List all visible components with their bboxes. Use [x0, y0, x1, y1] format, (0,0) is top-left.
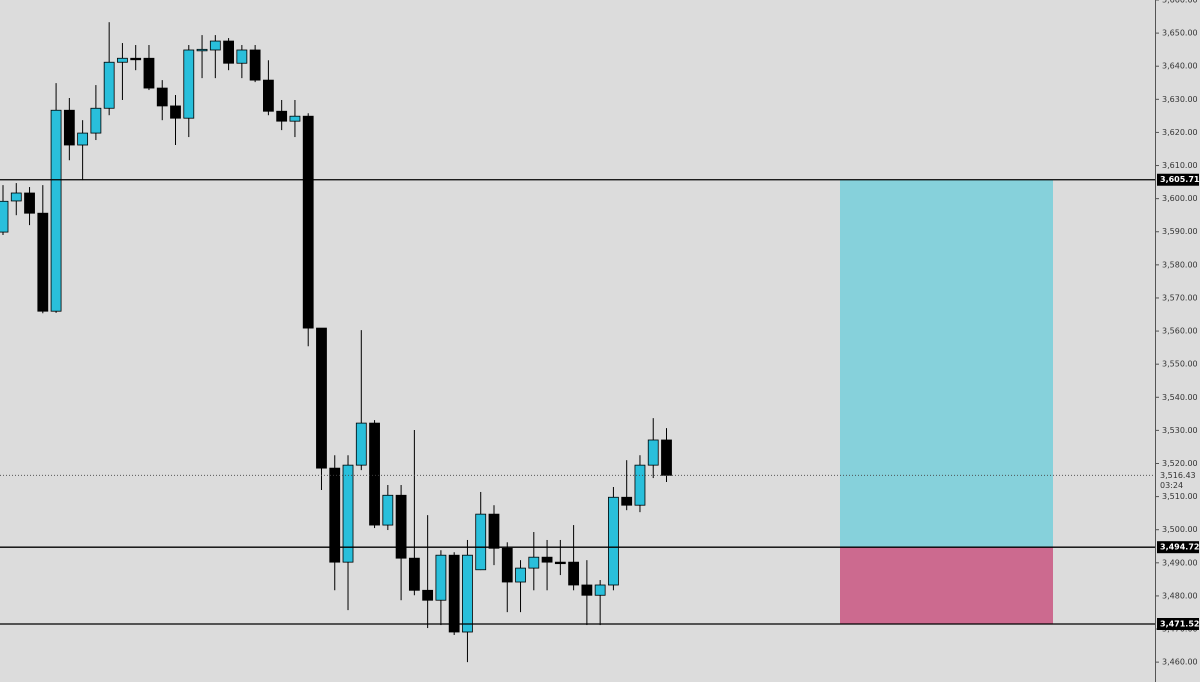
- candle-body: [581, 584, 593, 596]
- price-axis: 3,460.003,470.003,480.003,490.003,500.00…: [1155, 0, 1200, 667]
- candle-body: [568, 561, 580, 586]
- last-price-label: 3,516.43: [1160, 471, 1196, 480]
- y-tick-label: 3,510.00: [1162, 492, 1198, 501]
- level-label-bg: [1157, 617, 1199, 630]
- levels: [0, 179, 1155, 625]
- loss-zone: [840, 547, 1053, 624]
- candle-body: [90, 107, 102, 134]
- candle-body: [382, 494, 394, 526]
- y-tick-label: 3,500.00: [1162, 525, 1198, 534]
- candle-body: [395, 494, 407, 559]
- candle-body: [37, 212, 49, 312]
- y-tick-label: 3,530.00: [1162, 426, 1198, 435]
- y-tick-label: 3,560.00: [1162, 327, 1198, 336]
- candle-body: [316, 327, 327, 469]
- candle-body: [223, 40, 234, 64]
- candle-body: [608, 496, 619, 586]
- y-tick-label: 3,660.00: [1162, 0, 1198, 5]
- level-label: 3,494.72: [1160, 543, 1199, 552]
- candle-body: [435, 554, 447, 601]
- candle-body: [63, 109, 75, 146]
- candle-body: [143, 57, 155, 89]
- candle-body: [24, 192, 35, 214]
- candle-body: [501, 547, 513, 583]
- candle-body: [594, 584, 606, 596]
- candle-body: [541, 556, 553, 563]
- candle-body: [647, 439, 659, 466]
- candle-body: [488, 513, 500, 549]
- candle-body: [408, 557, 420, 591]
- candle-body: [355, 422, 367, 466]
- candle-body: [422, 589, 434, 601]
- candle-body: [10, 192, 22, 202]
- candle-body: [276, 110, 288, 122]
- countdown: 03:24: [1160, 481, 1183, 490]
- candle-body: [196, 48, 208, 52]
- y-tick-label: 3,650.00: [1162, 29, 1198, 38]
- candle-body: [462, 554, 473, 633]
- level-label: 3,605.71: [1160, 175, 1200, 184]
- level-label-bg: [1157, 541, 1199, 554]
- candle-body: [50, 109, 62, 312]
- y-tick-label: 3,570.00: [1162, 293, 1198, 302]
- y-tick-label: 3,620.00: [1162, 128, 1198, 137]
- position-tool: [840, 179, 1053, 624]
- candle-body: [156, 87, 168, 107]
- level-label-bg: [1157, 173, 1199, 186]
- candle-body: [236, 49, 248, 64]
- candle-body: [634, 464, 646, 506]
- y-tick-label: 3,610.00: [1162, 161, 1198, 170]
- candle-body: [130, 57, 142, 61]
- candle-body: [369, 422, 380, 526]
- y-tick-label: 3,490.00: [1162, 558, 1198, 567]
- profit-zone: [840, 179, 1053, 548]
- candle-body: [209, 40, 221, 51]
- candles: [0, 22, 672, 663]
- y-tick-label: 3,590.00: [1162, 227, 1198, 236]
- level-label: 3,471.52: [1160, 619, 1199, 628]
- y-tick-label: 3,630.00: [1162, 95, 1198, 104]
- candle-body: [289, 115, 301, 122]
- candle-body: [554, 561, 566, 565]
- y-tick-label: 3,580.00: [1162, 260, 1198, 269]
- y-tick-label: 3,640.00: [1162, 62, 1198, 71]
- candle-body: [0, 200, 9, 233]
- candle-body: [77, 132, 89, 146]
- candle-body: [661, 439, 672, 476]
- y-tick-label: 3,520.00: [1162, 459, 1198, 468]
- candle-body: [475, 513, 487, 571]
- candle-body: [329, 467, 341, 563]
- candle-body: [183, 49, 195, 119]
- y-tick-label: 3,550.00: [1162, 360, 1198, 369]
- y-tick-label: 3,480.00: [1162, 591, 1198, 600]
- y-tick-label: 3,460.00: [1162, 658, 1198, 667]
- y-tick-label: 3,600.00: [1162, 194, 1198, 203]
- candle-body: [448, 554, 460, 633]
- candle-body: [528, 556, 540, 569]
- candle-body: [249, 49, 261, 81]
- y-tick-label: 3,540.00: [1162, 393, 1198, 402]
- candle-body: [103, 61, 115, 109]
- candle-body: [342, 464, 354, 563]
- candle-body: [621, 496, 633, 506]
- candle-body: [515, 567, 526, 583]
- candle-body: [170, 105, 181, 119]
- candle-body: [262, 79, 274, 112]
- last-price-bg: [1157, 469, 1199, 492]
- candle-body: [117, 57, 128, 63]
- candle-body: [302, 115, 314, 329]
